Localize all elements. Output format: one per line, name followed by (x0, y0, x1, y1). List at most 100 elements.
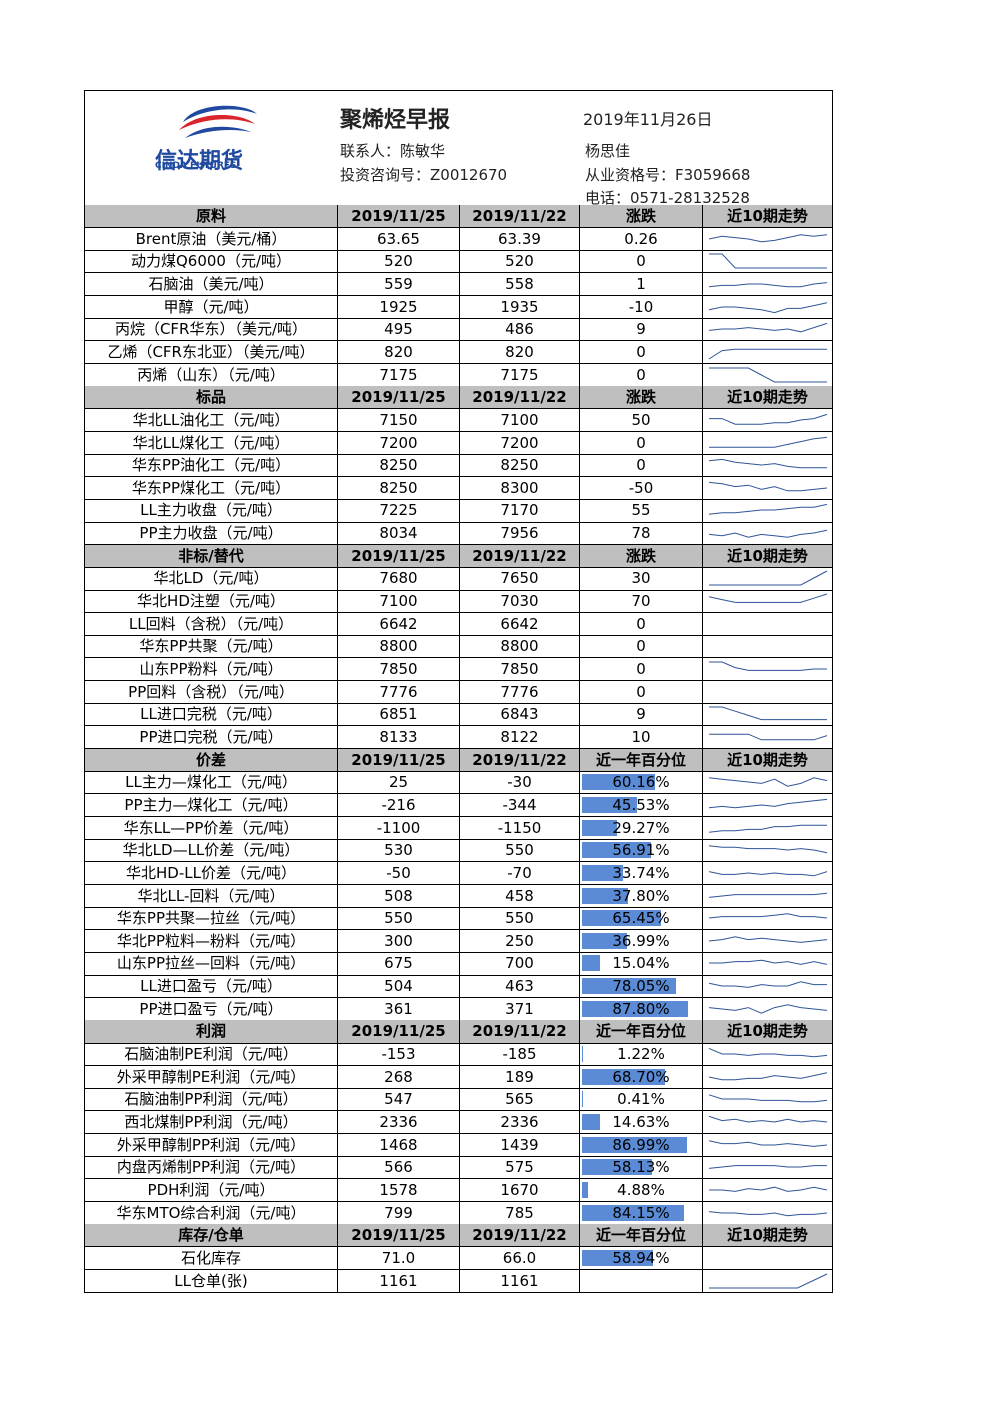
value-cell: 700 (460, 952, 580, 976)
row-name: 华北LL煤化工（元/吨） (85, 431, 338, 455)
value-cell: 8800 (460, 635, 580, 659)
trend-cell (703, 1246, 833, 1271)
section-header-cell: 近一年百分位 (580, 748, 703, 772)
trend-cell (703, 250, 833, 274)
row-name: 华东PP共聚（元/吨） (85, 635, 338, 659)
value-cell: -344 (460, 793, 580, 818)
sparkline (708, 459, 827, 469)
percentile-label: 4.88% (617, 1180, 665, 1199)
row-name: 内盘丙烯制PP利润（元/吨） (85, 1156, 338, 1180)
qualification-number: 从业资格号：F3059668 (585, 166, 751, 184)
phone: 电话：0571-28132528 (585, 189, 750, 207)
percentile-cell: 87.80% (580, 997, 703, 1021)
value-cell: 6843 (460, 703, 580, 727)
section-header-cell: 价差 (85, 748, 338, 772)
sparkline (709, 960, 828, 966)
sparkline-line (709, 960, 828, 966)
section-header-cell: 涨跌 (580, 544, 703, 568)
trend-cell (703, 227, 833, 251)
sparkline-line (708, 981, 827, 988)
section-header-cell: 近10期走势 (703, 1224, 833, 1248)
trend-cell (703, 929, 833, 953)
section-header-cell: 2019/11/22 (460, 1020, 580, 1044)
sparkline-line (708, 1094, 828, 1103)
trend-cell (703, 1088, 833, 1112)
change-cell: -10 (580, 295, 703, 319)
trend-cell (703, 816, 833, 840)
change-cell: 1 (580, 272, 703, 297)
trend-cell (703, 680, 833, 704)
value-cell: 8250 (338, 454, 460, 478)
percentile-bar (582, 796, 638, 813)
trend-cell (703, 1269, 833, 1293)
percentile-label: 33.74% (612, 863, 670, 882)
percentile-bar (582, 1204, 684, 1221)
row-name: 动力煤Q6000（元/吨） (85, 250, 338, 274)
section-header-cell: 近10期走势 (703, 748, 833, 772)
sparkline (709, 661, 827, 671)
trend-cell (703, 272, 833, 297)
value-cell: 2336 (460, 1111, 580, 1135)
value-cell: 520 (338, 250, 460, 274)
sparkline (708, 892, 828, 898)
sparkline-line (708, 1115, 828, 1123)
row-name: LL进口盈亏（元/吨） (85, 975, 338, 999)
sparkline-line (709, 706, 827, 721)
sparkline-line (708, 593, 828, 603)
percentile-cell: 4.88% (580, 1178, 703, 1203)
row-name: 华北LD（元/吨） (85, 567, 338, 591)
sparkline (708, 282, 828, 288)
percentile-label: 84.15% (612, 1203, 670, 1222)
percentile-cell: 14.63% (580, 1111, 703, 1135)
trend-cell (703, 884, 833, 908)
sparkline-line (709, 1186, 828, 1192)
value-cell: 6851 (338, 703, 460, 727)
trend-cell (703, 567, 833, 591)
row-name: PP进口盈亏（元/吨） (85, 997, 338, 1021)
value-cell: 7175 (460, 363, 580, 387)
value-cell: 300 (338, 929, 460, 953)
value-cell: 1578 (338, 1178, 460, 1203)
value-cell: 71.0 (338, 1246, 460, 1271)
value-cell: -153 (338, 1043, 460, 1067)
percentile-cell: 33.74% (580, 861, 703, 885)
sparkline (709, 1273, 828, 1289)
value-cell: 8034 (338, 522, 460, 546)
change-cell: 55 (580, 499, 703, 523)
percentile-label: 58.13% (612, 1158, 670, 1177)
section-header-cell: 2019/11/25 (338, 748, 460, 772)
row-name: 华北LL-回料（元/吨） (85, 884, 338, 908)
sparkline-line (708, 798, 828, 809)
sparkline (708, 529, 828, 538)
value-cell: 530 (338, 839, 460, 863)
change-cell: 9 (580, 703, 703, 727)
percentile-cell: 58.94% (580, 1246, 703, 1271)
percentile-cell: 29.27% (580, 816, 703, 840)
sparkline (708, 1210, 828, 1216)
value-cell: 8300 (460, 476, 580, 500)
trend-cell (703, 295, 833, 319)
row-name: 华北PP粒料—粉料（元/吨） (85, 929, 338, 953)
sparkline (708, 1094, 828, 1103)
report-title: 聚烯烃早报 (340, 107, 451, 133)
value-cell: 1161 (338, 1269, 460, 1293)
row-name: LL进口完税（元/吨） (85, 703, 338, 727)
row-name: 丙烯（山东）（元/吨） (85, 363, 338, 387)
value-cell: 7170 (460, 499, 580, 523)
row-name: PP回料（含税）（元/吨） (85, 680, 338, 704)
value-cell: 189 (460, 1065, 580, 1089)
percentile-bar (582, 842, 651, 859)
sparkline-line (708, 323, 828, 333)
row-name: 华东PP煤化工（元/吨） (85, 476, 338, 500)
trend-cell (703, 431, 833, 455)
row-name: LL回料（含税）（元/吨） (85, 612, 338, 636)
percentile-cell: 36.99% (580, 929, 703, 953)
value-cell: 7030 (460, 590, 580, 614)
sparkline (708, 323, 828, 333)
sparkline (708, 504, 828, 516)
percentile-label: 60.16% (612, 773, 670, 792)
value-cell: 7100 (460, 408, 580, 432)
row-name: PP主力收盘（元/吨） (85, 522, 338, 546)
value-cell: 7200 (338, 431, 460, 455)
percentile-bar (582, 1000, 689, 1017)
